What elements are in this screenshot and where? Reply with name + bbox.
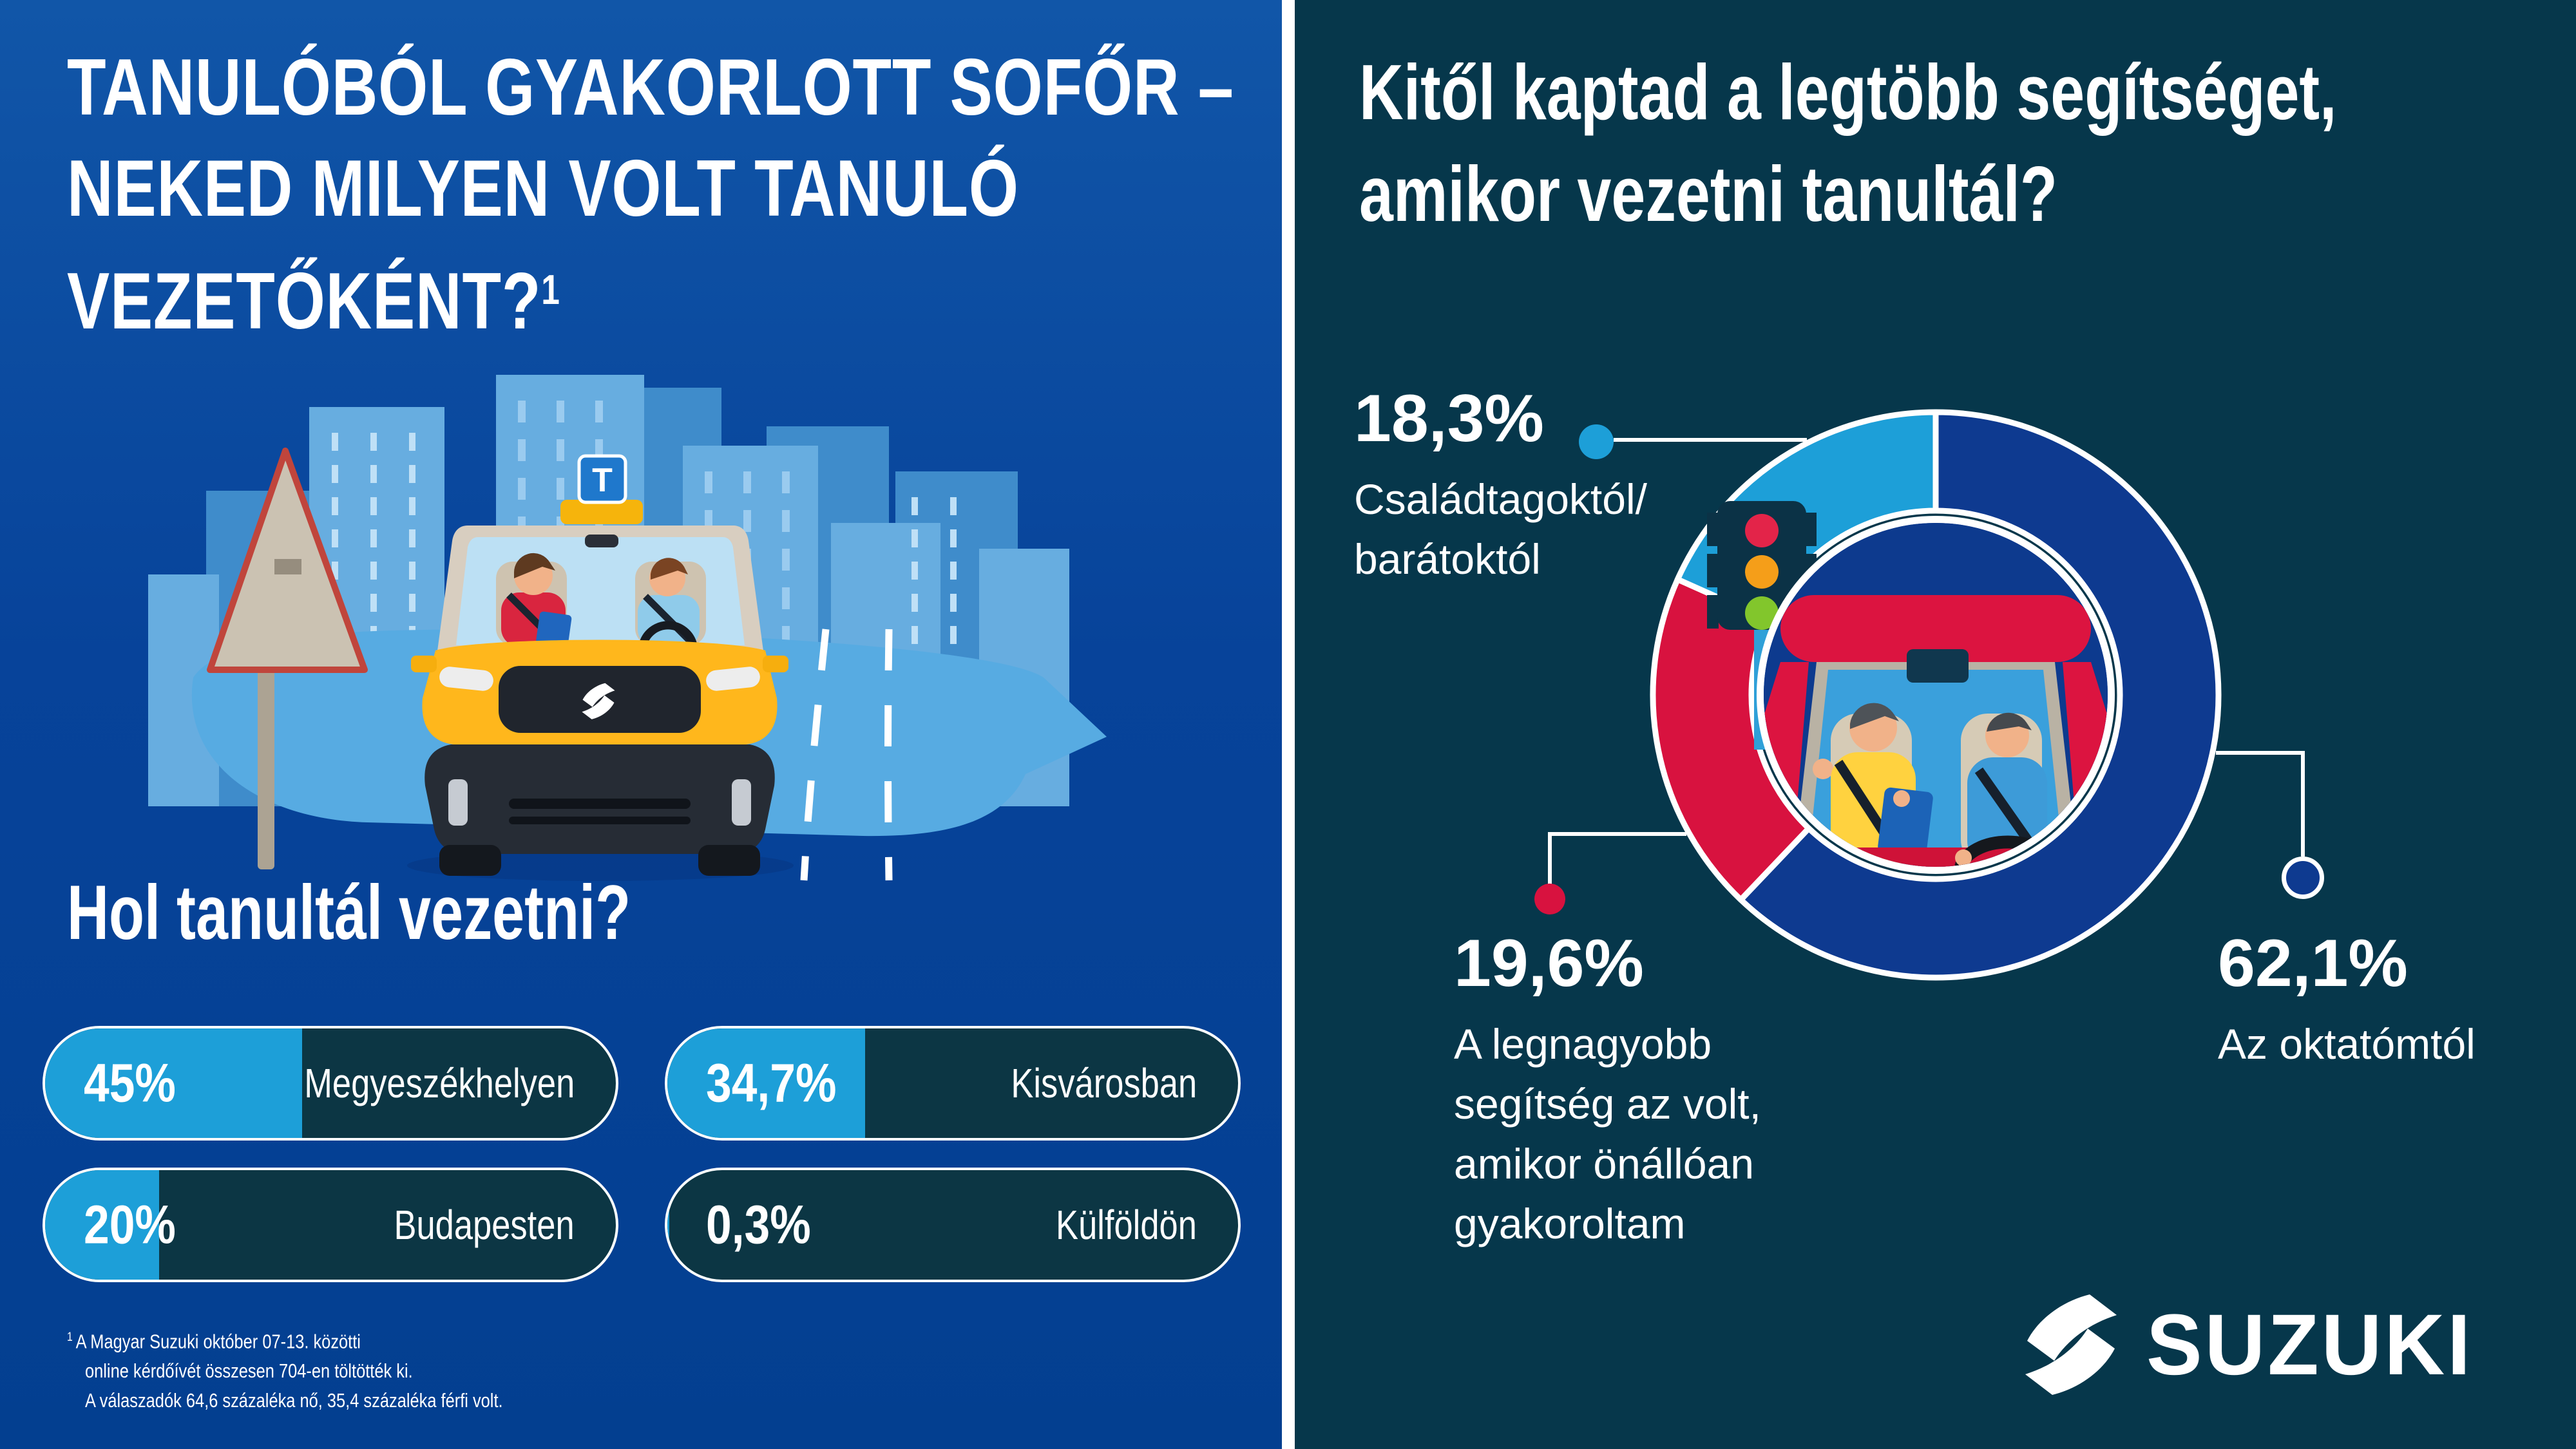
leader-line-practice (1550, 832, 1686, 836)
callout-instructor: 62,1% Az oktatómtól (2218, 926, 2476, 1068)
suzuki-s-mark-icon (2025, 1294, 2117, 1395)
wheel-right (698, 845, 760, 876)
callout-practice: 19,6% A legnagyobb segítség az volt, ami… (1454, 926, 1761, 1248)
footnote-marker: 1 (541, 267, 560, 313)
leader-line-family (1614, 438, 1807, 442)
instructor-figure (501, 553, 572, 655)
bar-chart: 45% Megyeszékhelyen 34,7% Kisvárosban 20… (43, 1026, 1241, 1282)
bar-category: Kisvárosban (1011, 1060, 1197, 1106)
left-title: TANULÓBÓL GYAKORLOTT SOFŐR – NEKED MILYE… (67, 37, 1526, 352)
car-grille (499, 666, 701, 733)
bar-value: 34,7% (706, 1052, 837, 1113)
red-light (1745, 514, 1779, 547)
bar-chart-heading: Hol tanultál vezetni? (67, 869, 631, 956)
learner-car: T (407, 454, 794, 881)
right-title-line-2: amikor vezetni tanultál? (1359, 150, 2058, 238)
callout-value: 18,3% (1354, 381, 1544, 456)
suzuki-grille-badge (582, 683, 615, 719)
bar-fill (45, 1028, 302, 1138)
road-markings (800, 629, 893, 881)
leader-line-instructor (2216, 751, 2305, 755)
student-driver-figure (638, 558, 700, 649)
dot-family (1579, 424, 1614, 459)
callout-value: 62,1% (2218, 926, 2408, 1001)
bar-fill (667, 1170, 669, 1280)
bar-budapesten: 20% Budapesten (43, 1168, 618, 1282)
left-title-line-3: VEZETŐKÉNT?1 (67, 257, 560, 346)
dot-practice (1534, 884, 1565, 914)
bar-fill (667, 1028, 866, 1138)
rearview-mirror (1907, 649, 1969, 683)
suzuki-wordmark: SUZUKI (2146, 1296, 2474, 1393)
t-roof-sign: T (560, 454, 643, 524)
bar-kisvarosban: 34,7% Kisvárosban (665, 1026, 1241, 1141)
wheel-left (439, 845, 501, 876)
left-title-line-2: NEKED MILYEN VOLT TANULÓ (67, 144, 1019, 233)
donut-slice-1 (1650, 576, 1812, 903)
amber-light (1745, 555, 1779, 589)
bar-category: Külföldön (1056, 1202, 1197, 1248)
bar-category: Budapesten (394, 1202, 575, 1248)
t-sign-letter: T (592, 462, 613, 499)
suzuki-logo: SUZUKI (2023, 1293, 2483, 1396)
sign-pole (258, 631, 274, 869)
dot-instructor (2282, 857, 2324, 899)
donut-center-illustration (1757, 516, 2115, 874)
rearview-mirror (585, 535, 618, 547)
leader-line-instructor-vertical (2301, 751, 2305, 857)
warning-sign-back (207, 448, 368, 869)
side-mirror-right (763, 656, 788, 672)
callout-family: 18,3% Családtagoktól/ barátoktól (1354, 381, 1647, 583)
bar-value: 0,3% (706, 1194, 811, 1255)
bar-megyeszekhelyen: 45% Megyeszékhelyen (43, 1026, 618, 1141)
headlight-left (439, 667, 493, 691)
side-mirror-left (411, 656, 437, 672)
panel-divider (1282, 0, 1295, 1449)
bar-fill (45, 1170, 160, 1280)
right-title: Kitől kaptad a legtöbb segítséget, amiko… (1359, 41, 2576, 245)
car-roof (1780, 595, 2091, 662)
bar-category: Megyeszékhelyen (303, 1060, 575, 1106)
donut-slice-0 (1737, 409, 2222, 981)
leader-line-practice-vertical (1548, 832, 1552, 887)
bar-value: 20% (84, 1194, 176, 1255)
right-panel: Kitől kaptad a legtöbb segítséget, amiko… (1295, 0, 2576, 1449)
green-light (1745, 596, 1779, 630)
left-panel: TANULÓBÓL GYAKORLOTT SOFŐR – NEKED MILYE… (0, 0, 1282, 1449)
left-title-line-1: TANULÓBÓL GYAKORLOTT SOFŐR – (67, 43, 1234, 132)
city-driving-illustration: T (148, 375, 1107, 881)
bar-kulfoldon: 0,3% Külföldön (665, 1168, 1241, 1282)
instructor-figure (1813, 703, 1933, 867)
bar-value: 45% (84, 1052, 176, 1113)
headlight-right (706, 667, 760, 691)
right-title-line-1: Kitől kaptad a legtöbb segítséget, (1359, 48, 2337, 136)
callout-value: 19,6% (1454, 926, 1644, 1001)
